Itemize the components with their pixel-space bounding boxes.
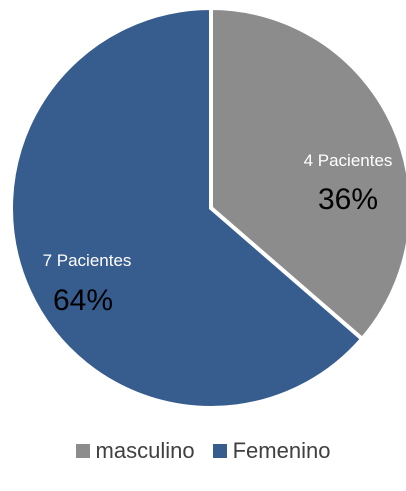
pie-slice-masculino — [209, 5, 406, 342]
slice-percent-label-femenino: 64% — [53, 284, 113, 317]
pie-slices — [9, 5, 406, 410]
slice-count-label-masculino: 4 Pacientes — [304, 151, 393, 170]
legend-item-masculino: masculino — [75, 438, 195, 464]
legend-label-masculino: masculino — [95, 438, 195, 463]
pie-slice-femenino — [9, 5, 365, 410]
legend-label-femenino: Femenino — [232, 438, 331, 463]
slice-count-label-femenino: 7 Pacientes — [43, 251, 132, 270]
legend-swatch-femenino — [212, 444, 227, 458]
chart-legend: masculino Femenino — [0, 438, 406, 464]
legend-swatch-masculino — [75, 444, 90, 458]
legend-item-femenino: Femenino — [212, 438, 331, 464]
slice-percent-label-masculino: 36% — [318, 183, 378, 216]
